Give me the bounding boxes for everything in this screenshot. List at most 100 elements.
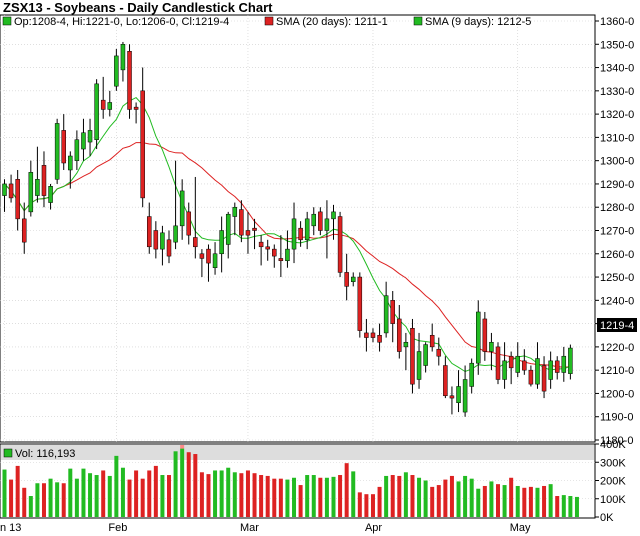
sma9-legend-swatch xyxy=(413,16,423,26)
candle-body xyxy=(311,213,317,227)
ohlc-legend-swatch xyxy=(2,16,12,26)
candle xyxy=(383,281,389,338)
candle-body xyxy=(153,230,159,250)
price-tick-label: 1340-0 xyxy=(600,63,634,75)
candle-body xyxy=(179,190,185,227)
candle-body xyxy=(127,51,132,110)
volume-bars xyxy=(2,445,579,517)
candle-body xyxy=(357,276,363,331)
candle xyxy=(554,356,560,380)
price-tick-label: 1320-0 xyxy=(600,109,634,121)
volume-bar xyxy=(147,470,152,517)
price-tick-label: 1300-0 xyxy=(600,156,634,168)
volume-bar xyxy=(548,484,553,517)
candle xyxy=(127,44,132,119)
volume-bar xyxy=(173,451,178,517)
candle xyxy=(252,218,257,250)
candle-body xyxy=(258,241,264,248)
candle xyxy=(100,76,106,119)
candle xyxy=(449,386,455,415)
volume-bar xyxy=(226,467,231,517)
price-tick-label: 1180-0 xyxy=(600,435,633,447)
candle-body xyxy=(15,179,20,220)
candle-body xyxy=(568,347,573,374)
candle-body xyxy=(193,237,198,248)
candle xyxy=(416,332,422,389)
volume-bar xyxy=(469,478,474,517)
candle xyxy=(206,244,211,282)
volume-bar xyxy=(15,465,20,517)
volume-bar xyxy=(410,475,415,517)
volume-bar xyxy=(114,455,119,517)
candle xyxy=(2,179,7,212)
candle xyxy=(186,202,191,245)
volume-grid xyxy=(0,461,595,500)
candle xyxy=(298,221,303,247)
volume-bar xyxy=(41,483,46,517)
candle-body xyxy=(337,216,343,273)
price-tick-label: 1330-0 xyxy=(600,86,634,98)
candle xyxy=(225,211,231,259)
volume-bar xyxy=(430,486,435,517)
candle-body xyxy=(462,379,468,413)
candle xyxy=(357,272,363,338)
candle xyxy=(495,342,501,385)
volume-bar xyxy=(107,475,112,517)
last-price-box xyxy=(597,318,637,332)
volume-bar xyxy=(542,485,547,517)
volume-bar xyxy=(252,473,257,517)
x-tick-label: May xyxy=(510,522,531,534)
volume-bar xyxy=(311,475,316,517)
candle xyxy=(561,346,567,382)
candle-body xyxy=(160,232,165,250)
candle xyxy=(344,253,349,301)
sma20-legend-swatch xyxy=(264,16,274,26)
candle xyxy=(258,235,264,266)
x-tick-label: Feb xyxy=(108,522,127,534)
candle-body xyxy=(554,360,560,373)
candle xyxy=(304,211,310,250)
candle xyxy=(522,349,527,375)
candle-body xyxy=(2,183,7,196)
volume-bar xyxy=(35,483,40,517)
volume-bar xyxy=(167,475,171,517)
candle-body xyxy=(48,186,53,203)
candle-body xyxy=(68,155,73,171)
volume-bar xyxy=(160,475,165,517)
candle-body xyxy=(561,355,567,373)
candle xyxy=(324,200,330,259)
candle xyxy=(370,328,376,343)
volume-bar xyxy=(219,470,224,517)
volume-bar xyxy=(496,484,500,517)
candle xyxy=(410,318,415,394)
candle-body xyxy=(147,216,152,248)
candle-body xyxy=(515,355,520,373)
volume-bar xyxy=(298,485,303,517)
volume-bar xyxy=(265,475,270,517)
volume-bar xyxy=(509,477,514,517)
candle-body xyxy=(35,179,40,196)
volume-legend-swatch xyxy=(3,448,13,458)
volume-bar xyxy=(357,492,362,517)
volume-bar xyxy=(417,477,422,517)
candle xyxy=(331,204,336,240)
volume-bar xyxy=(403,472,408,517)
candle xyxy=(232,202,238,236)
volume-bar xyxy=(193,454,198,517)
candle xyxy=(15,169,20,231)
volume-bar xyxy=(384,475,389,517)
candle-body xyxy=(265,246,270,250)
price-tick-label: 1210-0 xyxy=(600,365,634,377)
x-tick-label: Apr xyxy=(365,522,382,534)
candle-body xyxy=(272,248,277,257)
candle-body xyxy=(291,218,297,250)
candle xyxy=(160,225,165,266)
candle xyxy=(502,342,507,389)
candle xyxy=(272,244,277,268)
x-tick-label: Mar xyxy=(240,522,259,534)
volume-bar xyxy=(61,483,66,517)
candle xyxy=(147,202,152,254)
volume-bar xyxy=(555,496,560,517)
candle xyxy=(48,183,53,210)
